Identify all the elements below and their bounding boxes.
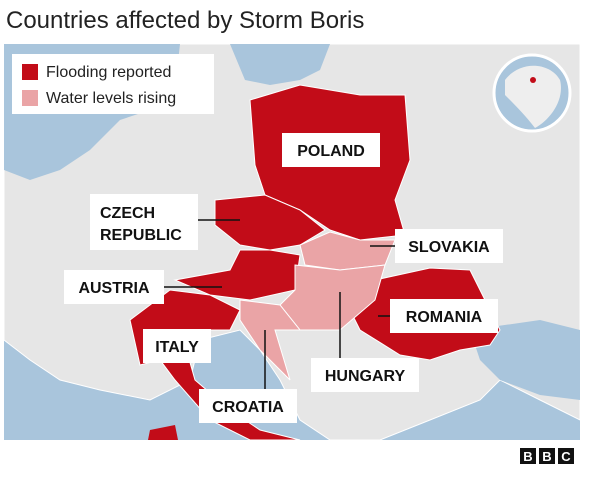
globe-marker: [530, 77, 536, 83]
country-label: POLAND: [297, 143, 365, 160]
label-box: [395, 229, 503, 263]
logo-letter: B: [542, 449, 551, 464]
logo-letter: B: [523, 449, 532, 464]
croatia: [239, 299, 302, 381]
label-box: [311, 358, 419, 392]
black-sea: [470, 320, 580, 400]
logo-block: [558, 448, 574, 464]
label-box: [64, 270, 164, 304]
country-label: SLOVAKIA: [408, 239, 490, 256]
label-box: [199, 389, 297, 423]
legend-label: Water levels rising: [46, 90, 176, 107]
logo-block: [539, 448, 555, 464]
country-label: ITALY: [155, 339, 199, 356]
legend: [12, 54, 214, 114]
country-label: CROATIA: [212, 399, 284, 416]
slovakia: [299, 231, 396, 271]
logo-block: [520, 448, 536, 464]
sicily: [148, 425, 178, 440]
legend-swatch: [22, 90, 38, 106]
title: Countries affected by Storm Boris: [6, 7, 364, 34]
country-label: CZECH REPUBLIC: [100, 205, 182, 244]
label-box: [390, 299, 498, 333]
baltic-sea: [230, 44, 330, 85]
country-label: HUNGARY: [325, 368, 406, 385]
legend-label: Flooding reported: [46, 64, 171, 81]
globe-land: [505, 65, 561, 128]
label-box: [282, 133, 380, 167]
label-box: [90, 194, 198, 250]
country-label: AUSTRIA: [78, 280, 150, 297]
legend-swatch: [22, 64, 38, 80]
logo-letter: C: [561, 449, 571, 464]
country-label: ROMANIA: [406, 309, 483, 326]
label-box: [143, 329, 211, 363]
